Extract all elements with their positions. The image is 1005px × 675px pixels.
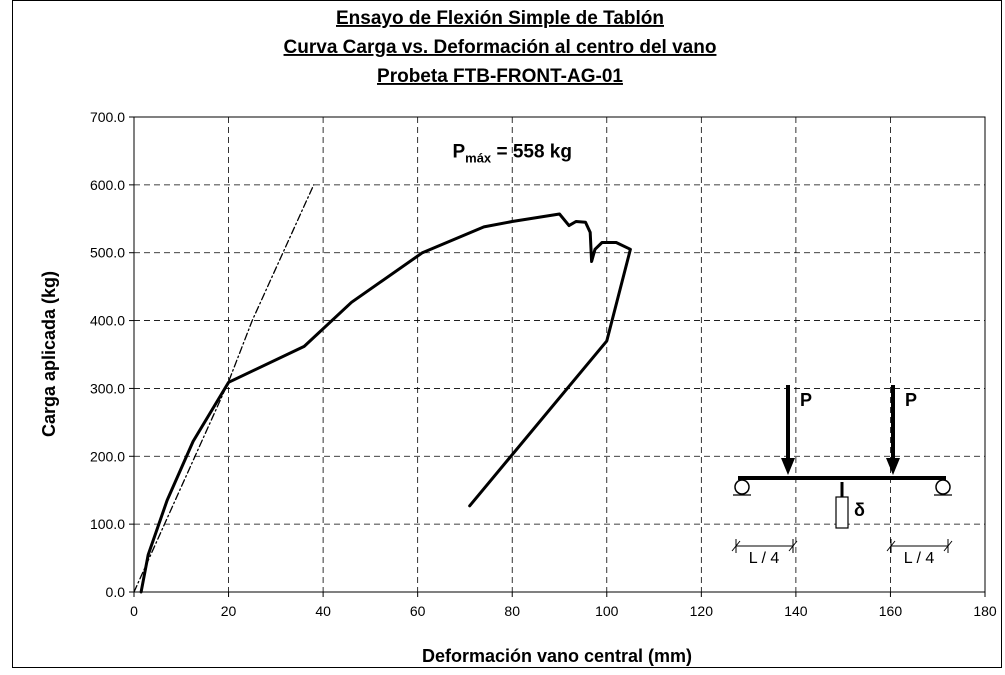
x-tick-label: 20	[221, 603, 237, 619]
quarter-dim-right-slash-a	[886, 540, 896, 552]
pmax-annotation: Pmáx = 558 kg	[452, 142, 572, 166]
grid	[134, 117, 985, 592]
series-line-reference	[133, 184, 315, 593]
beam-diagram: P P δ L / 4 L / 4	[731, 385, 953, 567]
plot-area	[133, 116, 986, 593]
pmax-prefix: P	[452, 142, 465, 163]
x-tick-label: 180	[973, 603, 997, 619]
y-tick-label: 0.0	[106, 584, 126, 600]
support-right	[935, 479, 951, 495]
quarter-label-left: L / 4	[749, 550, 780, 567]
x-tick-label: 120	[690, 603, 714, 619]
y-tick-label: 500.0	[90, 245, 125, 261]
pmax-subscript: máx	[465, 151, 492, 166]
load-arrow-right-head	[886, 458, 900, 475]
deflection-symbol: δ	[854, 500, 865, 520]
x-tick-label: 40	[315, 603, 331, 619]
chart-title-line-1: Ensayo de Flexión Simple de Tablón	[336, 8, 664, 29]
x-tick-label: 160	[879, 603, 903, 619]
x-tick-label: 60	[410, 603, 426, 619]
load-arrow-left-head	[781, 458, 795, 475]
x-tick-label: 80	[504, 603, 520, 619]
y-tick-label: 700.0	[90, 109, 125, 125]
support-left	[734, 479, 750, 495]
pmax-value: = 558 kg	[491, 142, 572, 163]
x-tick-label: 100	[595, 603, 619, 619]
series-group	[133, 184, 632, 594]
quarter-dim-left-slash-b	[788, 540, 798, 552]
series-line-test	[139, 212, 632, 594]
chart-title-line-3: Probeta FTB-FRONT-AG-01	[377, 66, 623, 87]
x-axis-label: Deformación vano central (mm)	[422, 646, 692, 666]
y-axis-ticks: 0.0 100.0 200.0 300.0 400.0 500.0 600.0 700.0	[90, 109, 134, 600]
load-label-right: P	[905, 390, 917, 410]
x-tick-label: 140	[784, 603, 808, 619]
y-tick-label: 200.0	[90, 448, 125, 464]
load-label-left: P	[800, 390, 812, 410]
quarter-dim-left-slash-a	[731, 540, 741, 552]
x-tick-label: 0	[130, 603, 138, 619]
y-tick-label: 600.0	[90, 177, 125, 193]
quarter-label-right: L / 4	[904, 550, 935, 567]
y-tick-label: 100.0	[90, 516, 125, 532]
y-axis-label: Carga aplicada (kg)	[39, 271, 59, 437]
chart-title-line-2: Curva Carga vs. Deformación al centro de…	[284, 37, 717, 58]
y-tick-label: 300.0	[90, 380, 125, 396]
y-tick-label: 400.0	[90, 313, 125, 329]
quarter-dim-right-slash-b	[943, 540, 953, 552]
dial-gauge-body	[835, 496, 849, 529]
chart-frame	[12, 0, 1002, 668]
x-axis-ticks: 0 20 40 60 80 100 120 140 160 180	[130, 592, 997, 619]
